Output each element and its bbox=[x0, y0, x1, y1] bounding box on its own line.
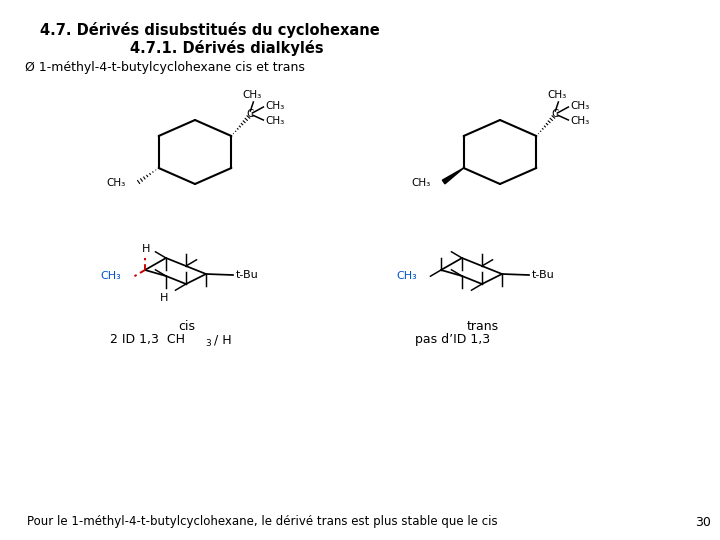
Text: trans: trans bbox=[467, 321, 499, 334]
Text: CH₃: CH₃ bbox=[411, 178, 431, 188]
Text: CH₃: CH₃ bbox=[570, 116, 590, 126]
Text: H: H bbox=[142, 244, 150, 254]
Text: CH₃: CH₃ bbox=[101, 271, 122, 281]
Text: CH₃: CH₃ bbox=[243, 90, 262, 100]
Text: 3: 3 bbox=[205, 339, 211, 348]
Text: H: H bbox=[160, 293, 168, 303]
Text: CH₃: CH₃ bbox=[266, 116, 284, 126]
Text: 2 ID 1,3  CH: 2 ID 1,3 CH bbox=[110, 334, 185, 347]
Text: 30: 30 bbox=[695, 516, 711, 529]
Text: pas d’ID 1,3: pas d’ID 1,3 bbox=[415, 334, 490, 347]
Text: Ø 1-méthyl-4-t-butylcyclohexane cis et trans: Ø 1-méthyl-4-t-butylcyclohexane cis et t… bbox=[25, 62, 305, 75]
Text: 4.7.1. Dérivés dialkylés: 4.7.1. Dérivés dialkylés bbox=[130, 40, 323, 56]
Text: 4.7. Dérivés disubstitués du cyclohexane: 4.7. Dérivés disubstitués du cyclohexane bbox=[40, 22, 379, 38]
Text: t-Bu: t-Bu bbox=[236, 270, 258, 280]
Text: CH₃: CH₃ bbox=[397, 271, 418, 281]
Text: t-Bu: t-Bu bbox=[532, 270, 554, 280]
Text: Pour le 1-méthyl-4-t-butylcyclohexane, le dérivé trans est plus stable que le ci: Pour le 1-méthyl-4-t-butylcyclohexane, l… bbox=[27, 516, 498, 529]
Text: CH₃: CH₃ bbox=[570, 101, 590, 111]
Text: cis: cis bbox=[179, 321, 196, 334]
Text: C: C bbox=[552, 109, 559, 119]
Text: CH₃: CH₃ bbox=[107, 178, 125, 188]
Polygon shape bbox=[442, 168, 464, 184]
Text: CH₃: CH₃ bbox=[266, 101, 284, 111]
Text: C: C bbox=[247, 109, 254, 119]
Text: CH₃: CH₃ bbox=[548, 90, 567, 100]
Text: / H: / H bbox=[210, 334, 232, 347]
